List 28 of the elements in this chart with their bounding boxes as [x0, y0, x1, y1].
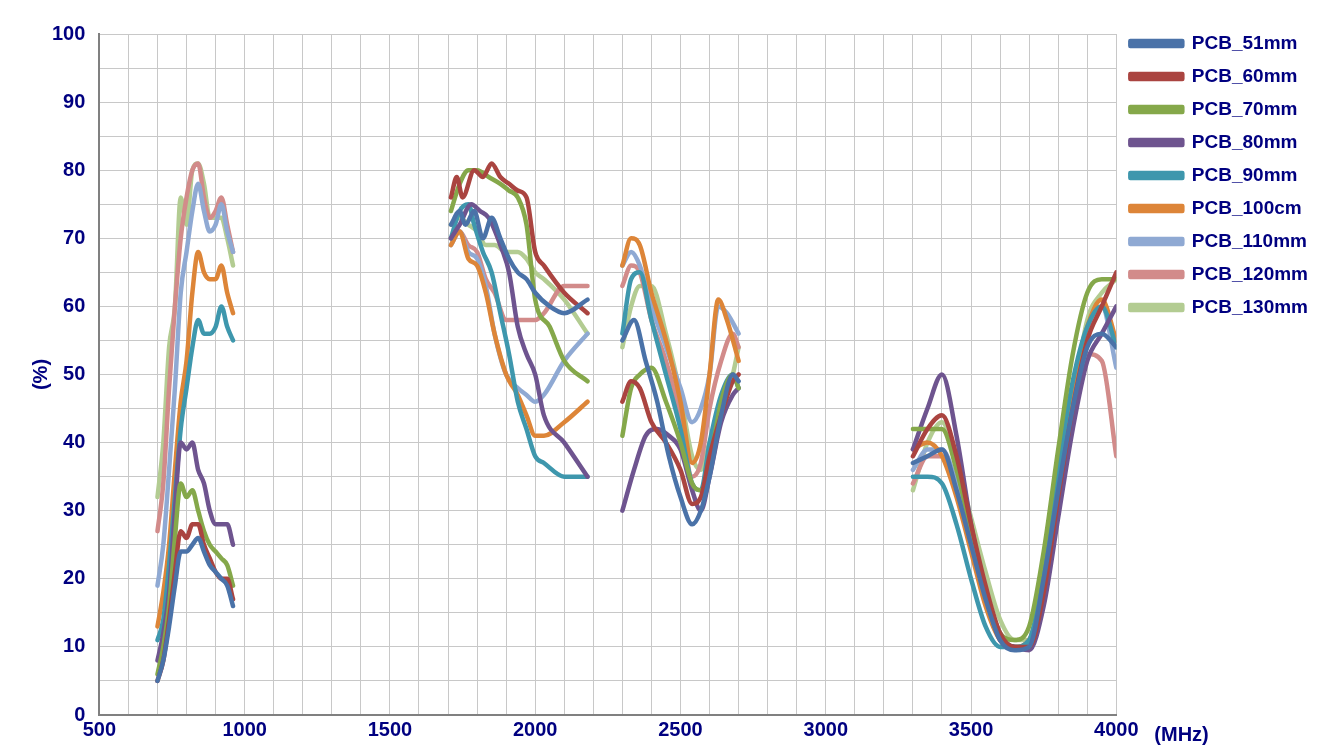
legend-label: PCB_100cm [1191, 196, 1302, 218]
legend-label: PCB_51mm [1191, 31, 1298, 53]
x-tick-label: 3000 [803, 717, 849, 740]
y-tick-label: 70 [63, 225, 86, 248]
legend-label: PCB_70mm [1191, 97, 1298, 119]
y-tick-label: 90 [63, 89, 86, 112]
legend-label: PCB_90mm [1191, 163, 1298, 185]
y-tick-label: 60 [63, 293, 86, 316]
x-tick-label: 1500 [367, 717, 413, 740]
x-tick-label: 2500 [658, 717, 703, 740]
y-tick-label: 100 [51, 21, 86, 44]
y-tick-label: 80 [63, 157, 86, 180]
x-tick-label: 1000 [222, 717, 267, 740]
y-tick-label: 10 [63, 634, 86, 657]
legend-label: PCB_80mm [1191, 130, 1298, 152]
x-axis-title: (MHz) [1154, 722, 1209, 745]
y-axis-title: (%) [28, 358, 51, 391]
legend-label: PCB_60mm [1191, 64, 1298, 86]
legend-label: PCB_120mm [1191, 262, 1308, 284]
legend-label: PCB_130mm [1191, 295, 1308, 317]
x-tick-label: 3500 [948, 717, 994, 740]
x-tick-label: 4000 [1094, 717, 1139, 740]
y-tick-label: 50 [63, 362, 86, 385]
x-tick-label: 2000 [512, 717, 558, 740]
y-tick-label: 30 [63, 498, 86, 521]
y-tick-label: 40 [63, 430, 86, 453]
legend-label: PCB_110mm [1191, 229, 1307, 251]
y-tick-label: 20 [63, 566, 86, 589]
